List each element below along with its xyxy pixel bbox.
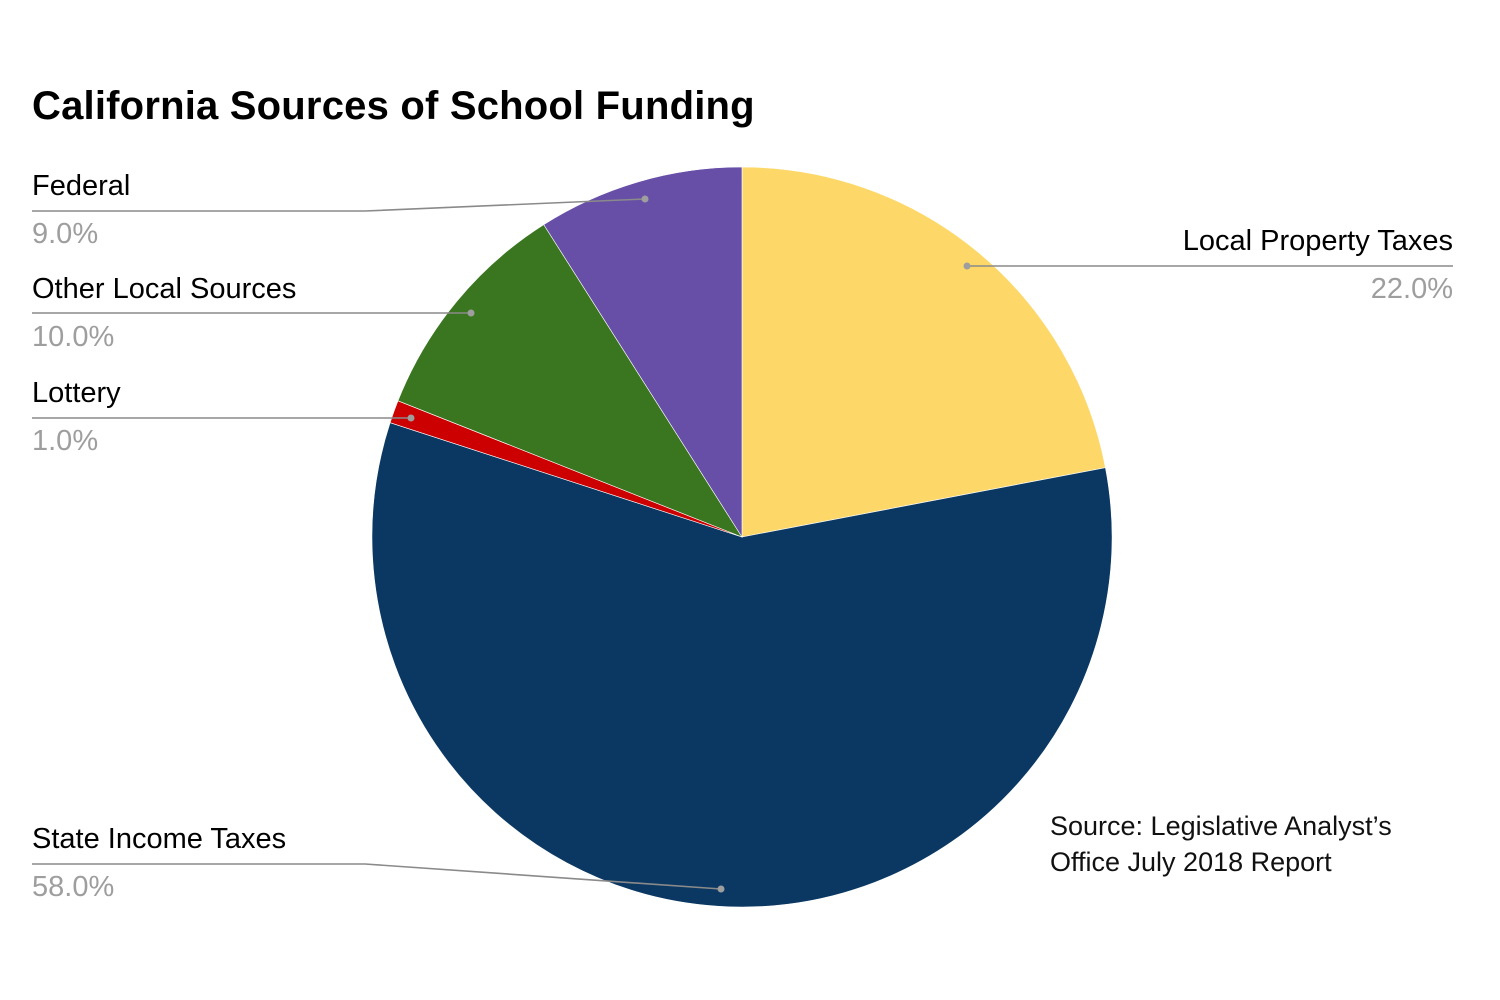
label-state-income-taxes: State Income Taxes: [32, 823, 287, 855]
value-lottery: 1.0%: [32, 425, 99, 457]
value-state-income-taxes: 58.0%: [32, 871, 115, 903]
source-line-1: Source: Legislative Analyst’s: [1050, 811, 1392, 841]
value-local-property-taxes: 22.0%: [1370, 273, 1453, 305]
leader-dot-local-property: [963, 262, 971, 270]
pie-slice-local-property-taxes: [741, 166, 1106, 538]
label-lottery: Lottery: [32, 377, 121, 409]
leader-line-state-income: [32, 863, 722, 890]
value-other-local-sources: 10.0%: [32, 321, 115, 353]
leader-lines: [32, 195, 1453, 893]
label-other-local-sources: Other Local Sources: [32, 273, 297, 305]
label-federal: Federal: [32, 170, 131, 202]
leader-dot-federal: [641, 195, 649, 203]
label-local-property-taxes: Local Property Taxes: [1182, 225, 1453, 257]
chart-title: California Sources of School Funding: [32, 84, 755, 128]
pie-slice-other-local-sources: [397, 224, 743, 538]
pie-slice-state-income-taxes: [371, 422, 1113, 908]
leader-dot-state-income: [717, 885, 725, 893]
leader-line-federal: [32, 198, 646, 212]
pie-slice-federal: [543, 166, 743, 539]
value-federal: 9.0%: [32, 218, 99, 250]
source-line-2: Office July 2018 Report: [1050, 847, 1332, 877]
leader-dot-lottery: [407, 414, 415, 422]
source-annotation: Source: Legislative Analyst’s Office Jul…: [1050, 808, 1392, 880]
leader-dot-other-local: [467, 309, 475, 317]
pie-slices: [371, 166, 1113, 908]
